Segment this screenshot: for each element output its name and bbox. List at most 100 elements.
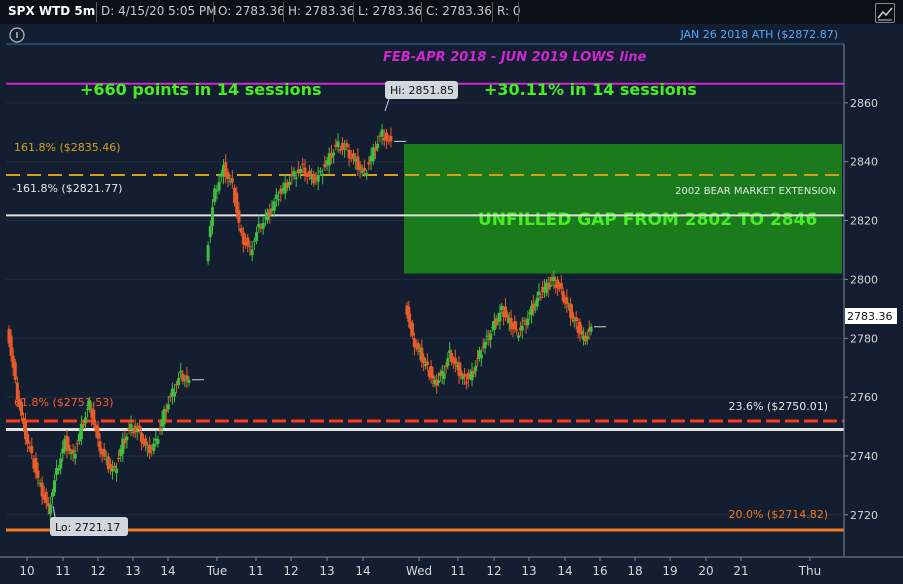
x-tick-label: 13: [521, 564, 536, 578]
x-tick-label: Tue: [206, 564, 228, 578]
candle-body: [431, 375, 435, 379]
candle-body: [580, 330, 584, 335]
y-tick-label: 2760: [850, 391, 878, 404]
candle-body: [327, 153, 331, 166]
candle-body: [42, 493, 46, 500]
candle-body: [150, 447, 154, 449]
candle-body: [30, 445, 34, 454]
candle-body: [382, 137, 386, 141]
candle-body: [411, 323, 415, 336]
separator: [518, 2, 519, 22]
candle-body: [583, 335, 587, 342]
trend-icon[interactable]: [875, 3, 895, 23]
candle-body: [26, 433, 30, 444]
candle-body: [19, 401, 23, 416]
candle-body: [533, 304, 537, 306]
candle-body: [108, 464, 112, 469]
candle-body: [420, 347, 424, 362]
high-field: H: 2783.36: [288, 4, 355, 18]
candle-body: [305, 175, 309, 177]
candle-body: [522, 320, 526, 322]
candle-body: [175, 384, 179, 386]
candle-body: [572, 319, 576, 322]
candle-body: [314, 177, 318, 180]
candle-body: [125, 436, 129, 441]
candle-body: [318, 170, 322, 173]
candle-body: [492, 320, 496, 330]
candle-body: [541, 286, 545, 293]
candle-body: [299, 169, 303, 174]
candle-body: [565, 297, 569, 305]
candle-body: [455, 365, 459, 367]
candle-body: [578, 321, 582, 334]
candle-body: [316, 174, 320, 182]
candle-body: [248, 246, 252, 248]
candle-body: [48, 504, 52, 515]
candle-body: [94, 424, 98, 432]
candle-body: [146, 447, 150, 449]
candle-body: [121, 438, 125, 454]
candle-body: [90, 408, 94, 418]
candle-body: [259, 226, 263, 229]
candle-body: [181, 373, 185, 382]
candle-body: [106, 456, 110, 470]
x-tick-label: 21: [733, 564, 748, 578]
candle-body: [230, 178, 234, 183]
hi-bubble: Hi: 2851.85: [384, 81, 458, 112]
fib-20-label: 20.0% ($2714.82): [728, 508, 828, 521]
candle-body: [582, 335, 586, 340]
candle-body: [405, 305, 409, 315]
candle-body: [567, 306, 571, 308]
candle-body: [213, 188, 217, 203]
candle-body: [507, 317, 511, 323]
open-field: O: 2783.36: [218, 4, 285, 18]
candle-body: [166, 404, 170, 410]
candle-body: [505, 314, 509, 318]
chart-area[interactable]: JAN 26 2018 ATH ($2872.87) UNFILLED GAP …: [0, 24, 903, 580]
points-label: +660 points in 14 sessions: [80, 80, 322, 99]
candle-body: [552, 276, 556, 281]
lows-line-label: FEB-APR 2018 - JUN 2019 LOWS line: [383, 50, 647, 65]
symbol-label[interactable]: SPX WTD 5m: [8, 4, 96, 18]
candle-body: [131, 431, 135, 434]
candle-body: [40, 482, 44, 497]
x-tick-label: Wed: [406, 564, 432, 578]
candle-body: [255, 232, 259, 241]
x-tick-label: 13: [319, 564, 334, 578]
candle-body: [252, 240, 256, 242]
candle-body: [81, 423, 85, 426]
bear-extension-label: 2002 BEAR MARKET EXTENSION: [675, 186, 836, 197]
candle-body: [504, 306, 508, 318]
info-icon[interactable]: [9, 27, 25, 43]
candle-body: [494, 318, 498, 326]
candle-body: [476, 357, 480, 359]
candle-body: [185, 375, 189, 381]
candle-body: [354, 159, 358, 162]
candle-body: [104, 459, 108, 461]
last-price-label: 2783.36: [847, 310, 893, 323]
price-chart[interactable]: JAN 26 2018 ATH ($2872.87) UNFILLED GAP …: [0, 24, 903, 580]
percent-label: +30.11% in 14 sessions: [484, 80, 697, 99]
candle-body: [332, 152, 336, 156]
candle-body: [154, 438, 158, 441]
candle-body: [44, 491, 48, 504]
candle-body: [548, 284, 552, 287]
candle-body: [490, 327, 494, 329]
candle-body: [457, 362, 461, 376]
candle-body: [569, 303, 573, 318]
candle-body: [279, 188, 283, 194]
range-field: R: 0: [497, 4, 521, 18]
candle-body: [479, 354, 483, 359]
candle-body: [474, 365, 478, 372]
candle-body: [22, 418, 26, 424]
candle-body: [303, 167, 307, 176]
candle-body: [496, 318, 500, 320]
candle-body: [427, 370, 431, 377]
candle-body: [554, 284, 558, 288]
candle-body: [53, 480, 57, 493]
candle-body: [451, 361, 455, 363]
candle-body: [412, 338, 416, 348]
candle-body: [369, 155, 373, 162]
candle-body: [472, 370, 476, 374]
candle-body: [349, 158, 353, 160]
